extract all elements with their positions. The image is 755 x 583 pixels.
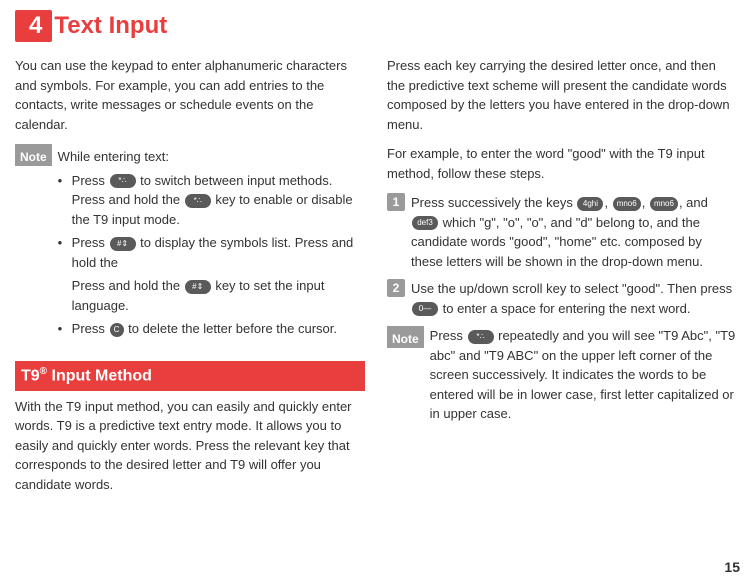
left-column: You can use the keypad to enter alphanum… — [15, 56, 365, 504]
step-number-badge: 1 — [387, 193, 405, 211]
def3-key-icon: def3 — [412, 216, 438, 230]
step-2: 2 Use the up/down scroll key to select "… — [387, 279, 737, 318]
text: Use the up/down scroll key to select "go… — [411, 281, 732, 296]
bullet-text: Press *∴ to switch between input methods… — [72, 171, 365, 230]
star-key-icon: *∴ — [185, 194, 211, 208]
text: Press and hold the — [72, 278, 184, 293]
registered-mark: ® — [40, 366, 47, 377]
section-title-text: T9 — [21, 367, 40, 384]
step-number-badge: 2 — [387, 279, 405, 297]
note-bullet-2: • Press #⇕ to display the symbols list. … — [58, 233, 365, 315]
step-text: Press successively the keys 4ghi, mno6, … — [411, 193, 737, 271]
text: Press successively the keys — [411, 195, 576, 210]
section-title-text: Input Method — [47, 367, 152, 384]
t9-section-header: T9® Input Method — [15, 361, 365, 391]
step-1: 1 Press successively the keys 4ghi, mno6… — [387, 193, 737, 271]
note-content: While entering text: • Press *∴ to switc… — [58, 144, 365, 339]
hash-key-icon: #⇕ — [185, 280, 211, 294]
note-badge: Note — [15, 144, 52, 166]
star-key-icon: *∴ — [468, 330, 494, 344]
text: , — [604, 195, 611, 210]
step-text: Use the up/down scroll key to select "go… — [411, 279, 737, 318]
text: Press — [72, 321, 109, 336]
chapter-title: Text Input — [54, 12, 167, 40]
zero-key-icon: 0— — [412, 302, 438, 316]
mno6-key-icon: mno6 — [650, 197, 678, 211]
text: to delete the letter before the cursor. — [125, 321, 337, 336]
t9-description: With the T9 input method, you can easily… — [15, 397, 365, 495]
c-key-icon: C — [110, 323, 124, 337]
note-block-2: Note Press *∴ repeatedly and you will se… — [387, 326, 737, 424]
note-block: Note While entering text: • Press *∴ to … — [15, 144, 365, 339]
chapter-header: 4 Text Input — [15, 10, 740, 42]
note-bullet-1: • Press *∴ to switch between input metho… — [58, 171, 365, 230]
right-column: Press each key carrying the desired lett… — [387, 56, 737, 504]
bullet-marker: • — [58, 319, 72, 339]
page-number: 15 — [724, 559, 740, 575]
star-key-icon: *∴ — [110, 174, 136, 188]
intro-paragraph: You can use the keypad to enter alphanum… — [15, 56, 365, 134]
mno6-key-icon: mno6 — [613, 197, 641, 211]
bullet-text: Press #⇕ to display the symbols list. Pr… — [72, 233, 365, 315]
text: , — [642, 195, 649, 210]
note-intro-line: While entering text: — [58, 147, 365, 167]
note-content: Press *∴ repeatedly and you will see "T9… — [430, 326, 737, 424]
right-para-2: For example, to enter the word "good" wi… — [387, 144, 737, 183]
right-para-1: Press each key carrying the desired lett… — [387, 56, 737, 134]
bullet-text: Press C to delete the letter before the … — [72, 319, 365, 339]
note-bullet-3: • Press C to delete the letter before th… — [58, 319, 365, 339]
text: , and — [679, 195, 708, 210]
text: Press — [72, 173, 109, 188]
bullet-marker: • — [58, 233, 72, 315]
text: to enter a space for entering the next w… — [439, 301, 690, 316]
note-badge: Note — [387, 326, 424, 348]
bullet-marker: • — [58, 171, 72, 230]
text: Press — [430, 328, 467, 343]
text: Press — [72, 235, 109, 250]
text: which "g", "o", "o", and "d" belong to, … — [411, 215, 703, 269]
two-column-layout: You can use the keypad to enter alphanum… — [15, 56, 740, 504]
hash-key-icon: #⇕ — [110, 237, 136, 251]
chapter-number-badge: 4 — [15, 10, 52, 42]
ghi4-key-icon: 4ghi — [577, 197, 603, 211]
